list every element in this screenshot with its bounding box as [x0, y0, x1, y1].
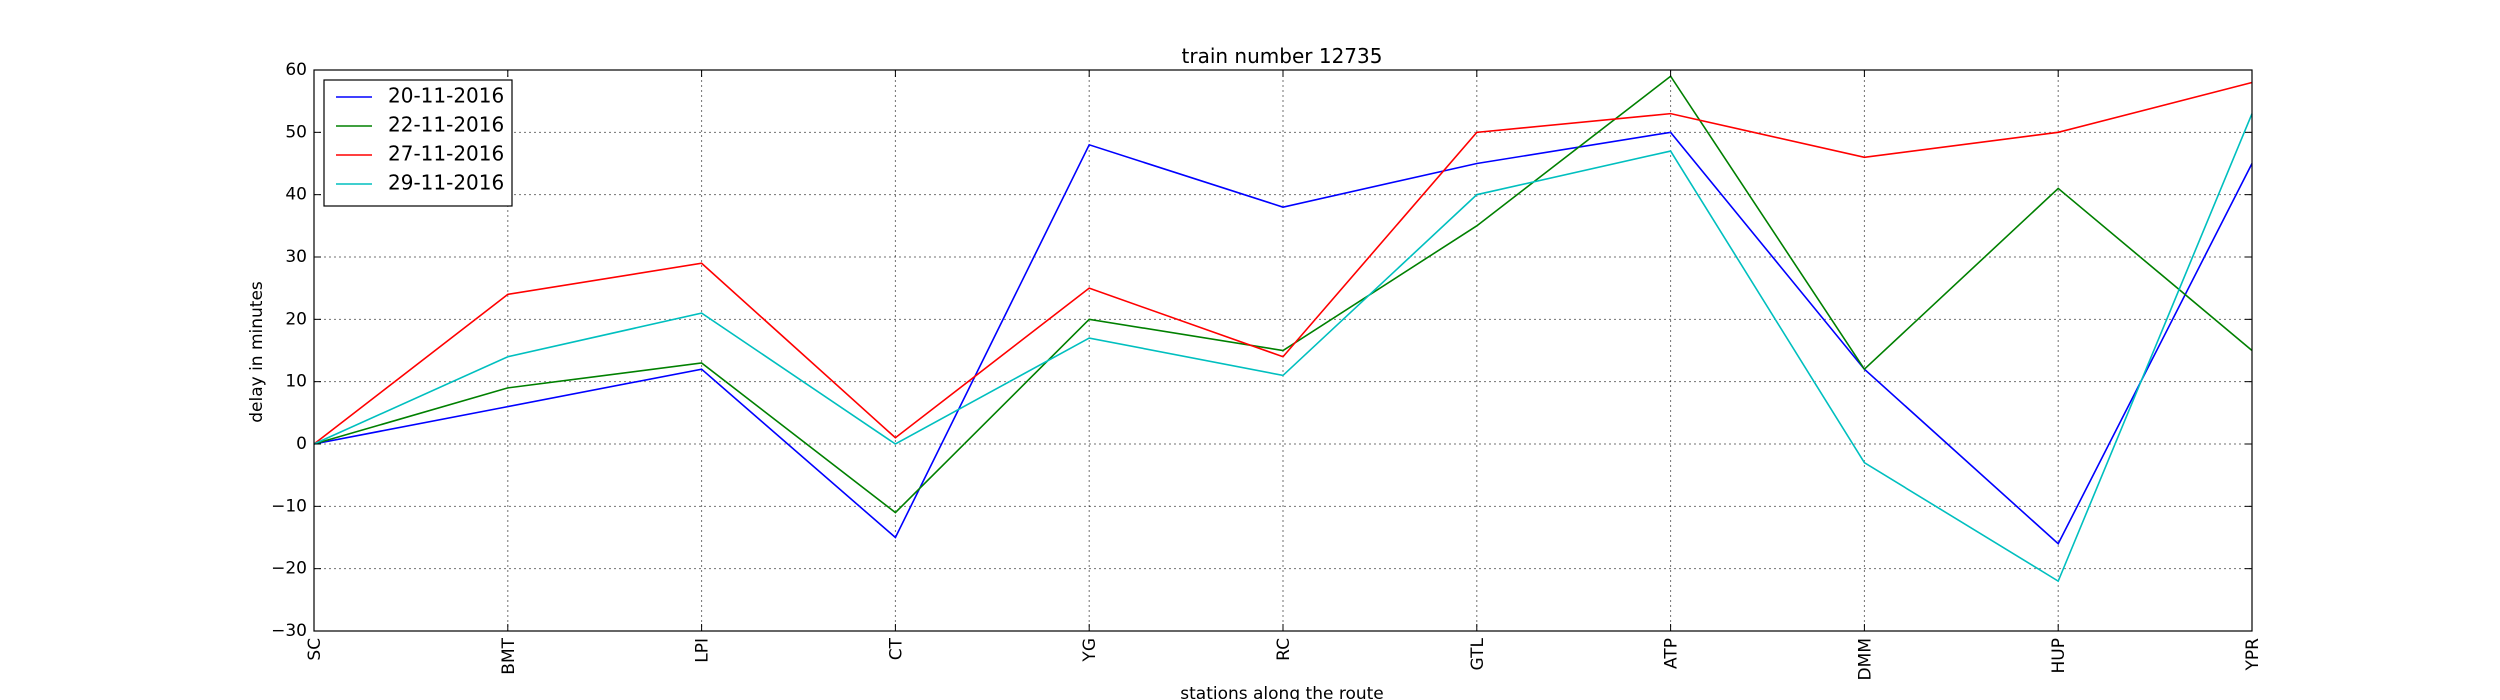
x-tick-label: GTL	[1468, 637, 1488, 670]
legend: 20-11-2016 22-11-2016 27-11-2016 29-11-2016	[323, 79, 513, 207]
y-tick-label: −10	[271, 496, 307, 516]
chart-title: train number 12735	[1182, 44, 1383, 68]
series-line-22-11-2016	[313, 75, 2253, 514]
series-line-27-11-2016	[313, 81, 2253, 445]
y-tick-label: 20	[285, 309, 307, 329]
grid-lines	[314, 70, 2252, 631]
x-axis-label: stations along the route	[1180, 684, 1384, 700]
x-tick-label: ATP	[1662, 638, 1682, 669]
y-tick-label: 10	[285, 372, 307, 392]
x-tick-label: RC	[1274, 638, 1294, 661]
y-tick-label: −20	[271, 559, 307, 579]
x-tick-label: SC	[305, 638, 325, 661]
y-tick-label: 30	[285, 247, 307, 267]
y-tick-label: 40	[285, 185, 307, 205]
y-tick-label: −30	[271, 621, 307, 641]
legend-label: 29-11-2016	[388, 171, 504, 195]
y-tick-label: 60	[285, 60, 307, 80]
x-tick-label: CT	[886, 637, 906, 660]
x-tick-label: HUP	[2049, 638, 2069, 673]
x-tick-label: YG	[1080, 638, 1100, 663]
x-tick-label: BMT	[499, 637, 519, 674]
series-line-20-11-2016	[313, 131, 2253, 546]
y-tick-label: 50	[285, 122, 307, 142]
y-axis-ticks: −30 −20 −10 0 10 20 30 40 50 60	[271, 60, 2252, 641]
legend-label: 27-11-2016	[388, 142, 504, 166]
series-line-29-11-2016	[313, 113, 2253, 583]
legend-label: 22-11-2016	[388, 113, 504, 137]
y-axis-label: delay in minutes	[247, 281, 267, 423]
series-lines	[313, 75, 2253, 583]
x-tick-label: LPI	[693, 638, 713, 663]
legend-label: 20-11-2016	[388, 84, 504, 108]
x-tick-label: DMM	[1855, 638, 1875, 680]
x-axis-ticks: SC BMT LPI CT YG RC GTL ATP DMM HUP YPR	[305, 70, 2263, 680]
x-tick-label: YPR	[2243, 638, 2263, 672]
legend-box	[323, 79, 513, 207]
y-tick-label: 0	[296, 434, 307, 454]
